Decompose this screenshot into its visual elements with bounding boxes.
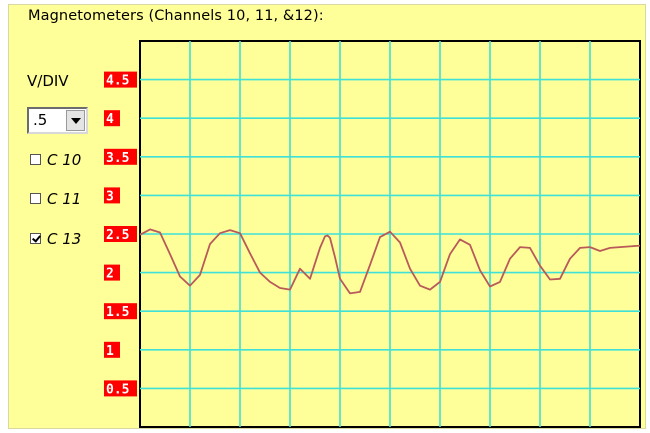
- vdiv-select[interactable]: .5: [27, 107, 88, 134]
- trace-layer: [139, 228, 641, 295]
- y-tick-label: 1.5: [106, 305, 129, 320]
- vdiv-label: V/DIV: [27, 72, 69, 90]
- y-tick-label: 0.5: [106, 382, 129, 397]
- signal-trace-c13: [139, 228, 641, 295]
- y-tick-label: 2: [106, 267, 114, 282]
- y-tick-label: 4.5: [106, 74, 129, 89]
- c11-label: C 11: [47, 190, 82, 208]
- y-tick-label-bg: [104, 264, 120, 281]
- y-tick-label-bg: [104, 226, 137, 242]
- y-tick-label: 3: [106, 189, 114, 204]
- y-tick-label-bg: [104, 303, 137, 320]
- y-tick-label: 4: [106, 112, 114, 127]
- y-tick-label: 2.5: [106, 228, 129, 243]
- y-tick-label: 3.5: [106, 151, 129, 166]
- panel-title: Magnetometers (Channels 10, 11, &12):: [28, 8, 324, 24]
- c11-checkbox[interactable]: [30, 193, 41, 204]
- y-tick-label-bg: [104, 110, 120, 127]
- c13-checkbox[interactable]: [30, 233, 41, 244]
- y-axis-tick-labels: 4.5 4 3.5 3 2.5 2 1.5 1 0.5: [104, 71, 137, 397]
- c13-label: C 13: [47, 230, 82, 248]
- c10-checkbox[interactable]: [30, 154, 41, 165]
- vdiv-selected-value: .5: [33, 111, 48, 129]
- y-tick-label-bg: [104, 71, 137, 88]
- y-tick-label-bg: [104, 380, 137, 397]
- plot-grid: [140, 41, 640, 427]
- chevron-down-icon[interactable]: [66, 110, 85, 131]
- y-tick-label-bg: [104, 341, 120, 358]
- y-tick-label: 1: [106, 344, 114, 359]
- y-tick-label-bg: [104, 148, 137, 165]
- y-tick-label-bg: [104, 187, 120, 204]
- c10-label: C 10: [47, 151, 82, 169]
